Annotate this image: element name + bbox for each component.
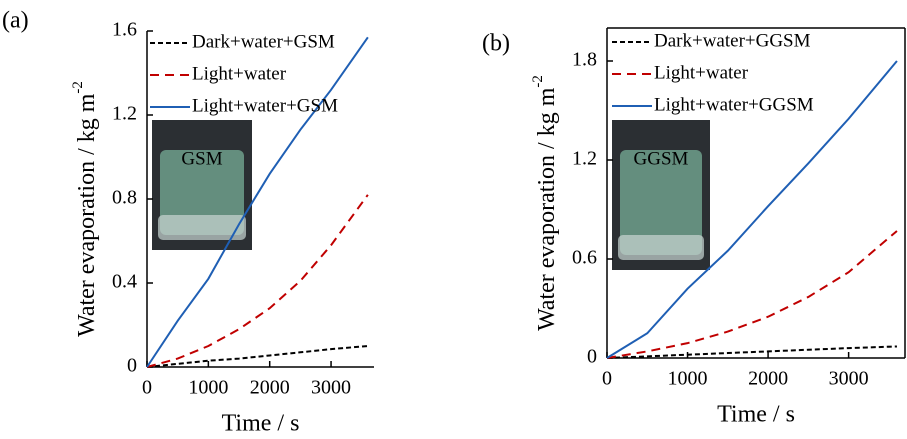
figure: GSM 0 0.4 0.8 1.2 1.6 0 1000 2000 3000 Time / s Wat… <box>0 0 907 439</box>
y-axis-label-sup: -2 <box>530 75 546 88</box>
legend-label: Light+water+GSM <box>192 95 338 116</box>
y-axis-label-text: Water evaporation / kg m <box>74 93 100 337</box>
y-tick-label: 0 <box>587 346 597 368</box>
y-tick-label: 1.8 <box>572 49 597 71</box>
legend-label: Light+water <box>654 62 749 83</box>
x-tick-label: 1000 <box>188 377 228 399</box>
y-axis-label: Water evaporation / kg m-2 <box>530 75 559 331</box>
legend-label: Dark+water+GGSM <box>654 30 811 51</box>
y-tick-label: 1.2 <box>112 103 137 125</box>
x-tick-label: 3000 <box>829 368 869 390</box>
panel-label: (b) <box>482 31 510 57</box>
x-axis-label: Time / s <box>222 411 300 437</box>
x-tick-label: 0 <box>602 368 612 390</box>
y-tick-label: 0 <box>127 355 137 377</box>
y-axis-label-sup: -2 <box>70 81 86 94</box>
inset-label: GGSM <box>634 148 689 169</box>
x-axis-label: Time / s <box>717 402 795 428</box>
series-line <box>147 346 368 367</box>
legend-label: Dark+water+GSM <box>192 31 335 52</box>
y-tick-label: 1.2 <box>572 148 597 170</box>
panel-label: (a) <box>2 8 29 34</box>
y-tick-label: 0.4 <box>112 271 137 293</box>
series-line <box>607 346 897 358</box>
y-tick-label: 1.6 <box>112 19 137 41</box>
y-tick-label: 0.8 <box>112 187 137 209</box>
x-tick-label: 2000 <box>748 368 788 390</box>
x-tick-label: 3000 <box>311 377 351 399</box>
x-tick-label: 0 <box>142 377 152 399</box>
inset-glass <box>618 235 704 260</box>
inset-label: GSM <box>181 148 222 169</box>
x-tick-label: 1000 <box>668 368 708 390</box>
y-axis-label-text: Water evaporation / kg m <box>534 87 560 331</box>
y-axis-label: Water evaporation / kg m-2 <box>70 81 99 337</box>
y-tick-label: 0.6 <box>572 247 597 269</box>
x-tick-label: 2000 <box>250 377 290 399</box>
legend-label: Light+water+GGSM <box>654 94 814 115</box>
legend-label: Light+water <box>192 63 287 84</box>
